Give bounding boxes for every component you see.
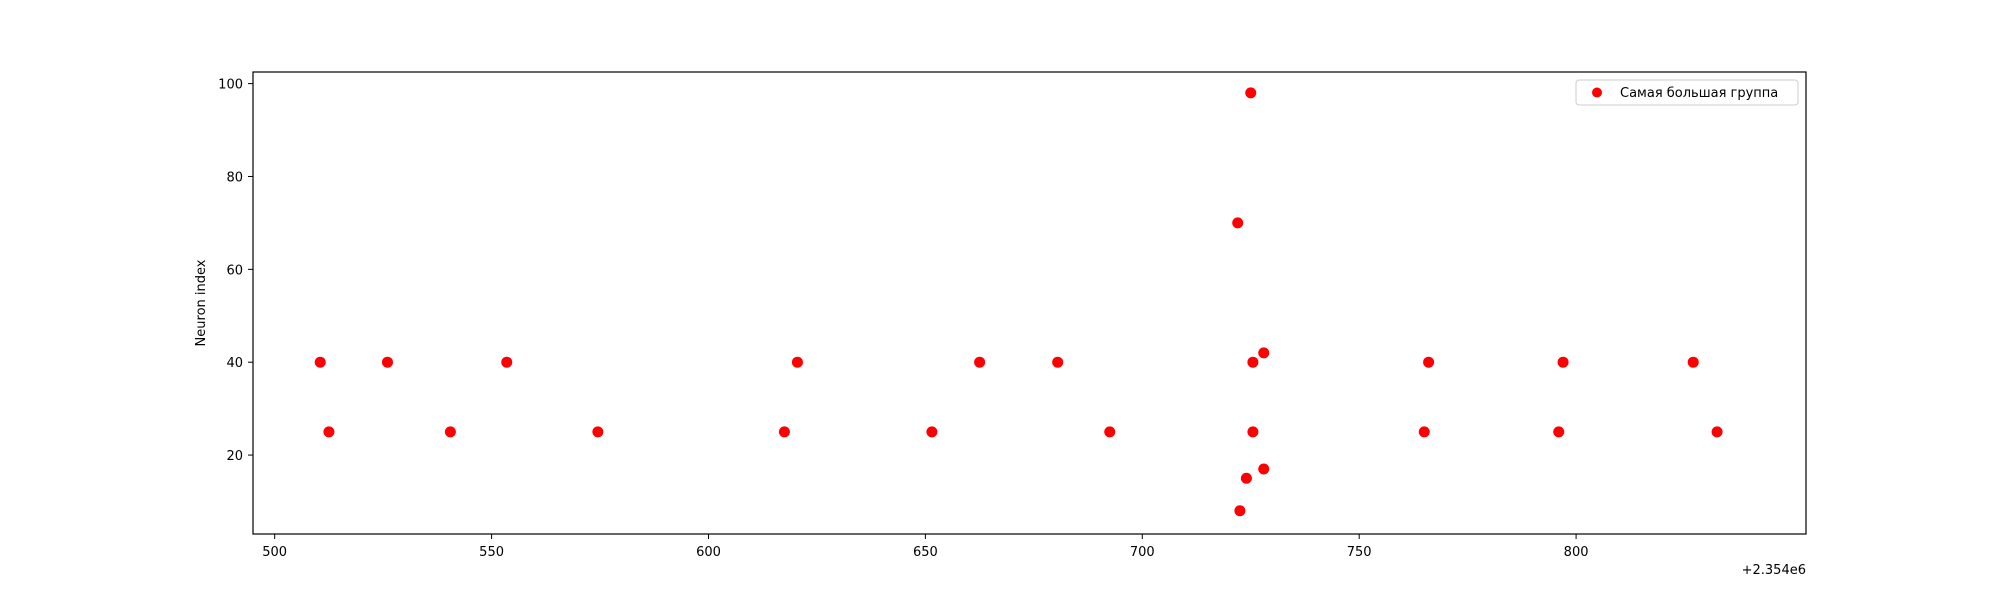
data-point: [1052, 356, 1064, 368]
legend-box: [1575, 79, 1799, 106]
data-point: [592, 426, 604, 438]
y-tick-label: 80: [226, 170, 243, 185]
x-axis-offset-text: +2.354e6: [1742, 563, 1806, 578]
x-tick-label: 650: [913, 545, 938, 560]
plot-frame: [252, 71, 1807, 535]
data-point: [1418, 426, 1430, 438]
data-point: [1258, 463, 1270, 475]
data-point: [778, 426, 790, 438]
data-points: [314, 87, 1723, 517]
x-tick-label: 550: [479, 545, 504, 560]
data-point: [323, 426, 335, 438]
data-point: [974, 356, 986, 368]
data-point: [444, 426, 456, 438]
y-tick-label: 100: [218, 78, 243, 93]
data-point: [1557, 356, 1569, 368]
x-tick-label: 500: [262, 545, 287, 560]
data-point: [1711, 426, 1723, 438]
y-axis-label: Neuron index: [194, 259, 209, 346]
data-point: [1234, 505, 1246, 517]
data-point: [1258, 347, 1270, 359]
x-tick-label: 750: [1347, 545, 1372, 560]
data-point: [791, 356, 803, 368]
x-tick-label: 800: [1564, 545, 1589, 560]
data-point: [1553, 426, 1565, 438]
data-point: [381, 356, 393, 368]
data-point: [926, 426, 938, 438]
data-point: [1423, 356, 1435, 368]
data-point: [1104, 426, 1116, 438]
x-tick-label: 600: [696, 545, 721, 560]
x-tick-label: 700: [1130, 545, 1155, 560]
y-tick-label: 20: [226, 449, 243, 464]
legend-marker: [1592, 87, 1602, 98]
data-point: [1247, 426, 1259, 438]
x-axis: 500 550 600 650 700 750 800: [262, 534, 1589, 560]
legend-label: Самая большая группа: [1620, 86, 1778, 101]
data-point: [501, 356, 513, 368]
data-point: [1245, 87, 1257, 99]
data-point: [314, 356, 326, 368]
plot-area: [253, 72, 1806, 534]
data-point: [1232, 217, 1244, 229]
data-point: [1247, 356, 1259, 368]
y-axis: 20 40 60 80 100: [218, 78, 253, 464]
legend: Самая большая группа: [1575, 79, 1799, 106]
y-tick-label: 40: [226, 356, 243, 371]
y-tick-label: 60: [226, 263, 243, 278]
data-point: [1240, 472, 1252, 484]
data-point: [1687, 356, 1699, 368]
